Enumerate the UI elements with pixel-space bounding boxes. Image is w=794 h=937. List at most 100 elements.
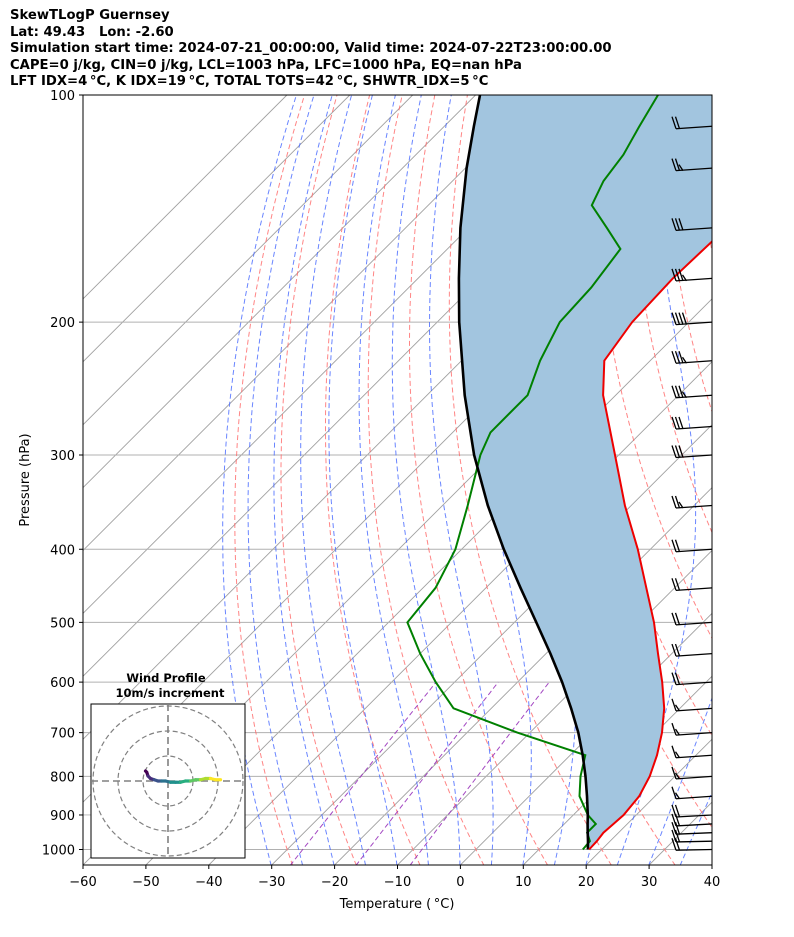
title-cape-indices: CAPE=0 j/kg, CIN=0 j/kg, LCL=1003 hPa, L…	[10, 57, 522, 73]
isotherm-line	[271, 424, 712, 865]
cape-shaded-area	[458, 95, 712, 850]
moist-adiabat-line	[222, 95, 297, 865]
wind-barb	[671, 116, 713, 130]
wind-barb	[671, 495, 713, 509]
isotherm-line	[83, 95, 351, 363]
mixing-ratio-line	[355, 681, 499, 865]
x-axis-ticks: −60 −50 −40 −30 −20 −10 0 10 20 30 40	[69, 865, 720, 890]
dry-adiabat-line	[280, 95, 357, 865]
wind-barbs	[671, 116, 713, 851]
x-tick-label: 10	[515, 875, 532, 890]
moist-adiabat-line	[616, 95, 697, 865]
wind-barb	[671, 722, 713, 736]
wind-barb	[671, 158, 713, 172]
wind-barb	[671, 672, 713, 686]
y-axis-label: Pressure (hPa)	[18, 433, 33, 526]
temperature-line	[588, 240, 712, 851]
x-tick-label: 30	[641, 875, 658, 890]
moist-adiabat-line	[273, 95, 335, 865]
wind-barb	[671, 838, 713, 851]
moist-adiabat-line	[679, 791, 712, 865]
y-tick-label: 800	[50, 770, 75, 785]
wind-barb	[671, 268, 713, 282]
y-tick-label: 500	[50, 616, 75, 631]
moist-adiabat-line	[391, 95, 461, 865]
x-tick-label: −40	[195, 875, 222, 890]
y-tick-label: 400	[50, 543, 75, 558]
y-tick-label: 1000	[42, 844, 75, 859]
mixing-ratio-line	[409, 681, 550, 865]
wind-barb	[671, 445, 713, 459]
dry-adiabat-line	[409, 95, 549, 865]
x-tick-label: 0	[456, 875, 464, 890]
x-tick-label: 20	[578, 875, 595, 890]
parcel-line	[457, 95, 590, 850]
wind-barb	[671, 612, 713, 626]
x-tick-label: −30	[258, 875, 285, 890]
dry-adiabat-line	[325, 95, 421, 865]
title-location: Lat: 49.43 Lon: -2.60	[10, 24, 174, 40]
isotherm-line	[83, 95, 476, 489]
title-stability-indices: LFT IDX=4 °C, K IDX=19 °C, TOTAL TOTS=42…	[10, 74, 489, 89]
moist-adiabat-line	[429, 95, 494, 865]
y-tick-label: 700	[50, 727, 75, 742]
wind-barb	[671, 643, 713, 657]
dewpoint-line	[406, 95, 659, 851]
isotherm-line	[333, 486, 712, 865]
y-tick-label: 100	[50, 89, 75, 104]
moist-adiabat-line	[711, 863, 712, 865]
y-tick-label: 300	[50, 449, 75, 464]
isotherm-line	[396, 549, 712, 865]
wind-barb	[671, 829, 713, 843]
wind-barb	[671, 698, 713, 712]
chart-title-block: SkewTLogP Guernsey Lat: 49.43 Lon: -2.60…	[10, 8, 780, 91]
isotherm-line	[83, 95, 288, 300]
y-tick-label: 600	[50, 676, 75, 691]
inset-title: Wind Profile	[126, 671, 206, 685]
wind-profile-inset: Wind Profile 10m/s increment	[90, 671, 246, 859]
cin-cape-shading	[458, 95, 712, 850]
x-tick-label: −10	[384, 875, 411, 890]
inset-subtitle: 10m/s increment	[116, 686, 225, 700]
wind-barb	[671, 218, 713, 232]
moist-adiabat-line	[300, 95, 366, 865]
x-tick-label: −50	[132, 875, 159, 890]
x-tick-label: −60	[69, 875, 96, 890]
mixing-ratio-lines	[289, 681, 550, 865]
title-times: Simulation start time: 2024-07-21_00:00:…	[10, 41, 612, 56]
dry-adiabat-line	[234, 95, 305, 865]
wind-barb	[671, 312, 713, 326]
y-axis-ticks: 100 200 300 400 500 600 700 800 900 1000	[42, 89, 83, 859]
isotherm-line	[774, 95, 794, 865]
dry-adiabat-line	[728, 95, 794, 866]
y-tick-label: 900	[50, 809, 75, 824]
wind-barb	[671, 416, 713, 430]
wind-barb	[671, 745, 713, 759]
wind-barb	[671, 804, 713, 818]
dry-adiabat-line	[595, 95, 712, 640]
isotherm-line	[83, 95, 539, 552]
moist-adiabat-line	[358, 95, 429, 865]
moist-adiabat-line	[328, 95, 398, 865]
dry-adiabat-line	[662, 95, 712, 414]
wind-barb	[671, 351, 713, 364]
moist-adiabat-line	[247, 95, 315, 865]
mixing-ratio-line	[289, 681, 437, 865]
dry-adiabat-line	[448, 95, 612, 865]
wind-barb	[671, 539, 713, 553]
wind-barb	[671, 766, 713, 780]
isotherm-line	[711, 864, 712, 865]
dry-adiabat-line	[761, 95, 794, 866]
wind-barb	[671, 821, 713, 835]
wind-barb	[671, 786, 713, 800]
moist-adiabat-line	[648, 696, 712, 865]
wind-barb	[671, 385, 713, 399]
wind-barb	[671, 578, 713, 591]
y-tick-label: 200	[50, 316, 75, 331]
title-station: SkewTLogP Guernsey	[10, 8, 170, 23]
x-tick-label: 40	[704, 875, 721, 890]
x-tick-label: −20	[321, 875, 348, 890]
isotherm-line	[83, 95, 414, 426]
x-axis-label: Temperature ( °C)	[339, 897, 455, 912]
